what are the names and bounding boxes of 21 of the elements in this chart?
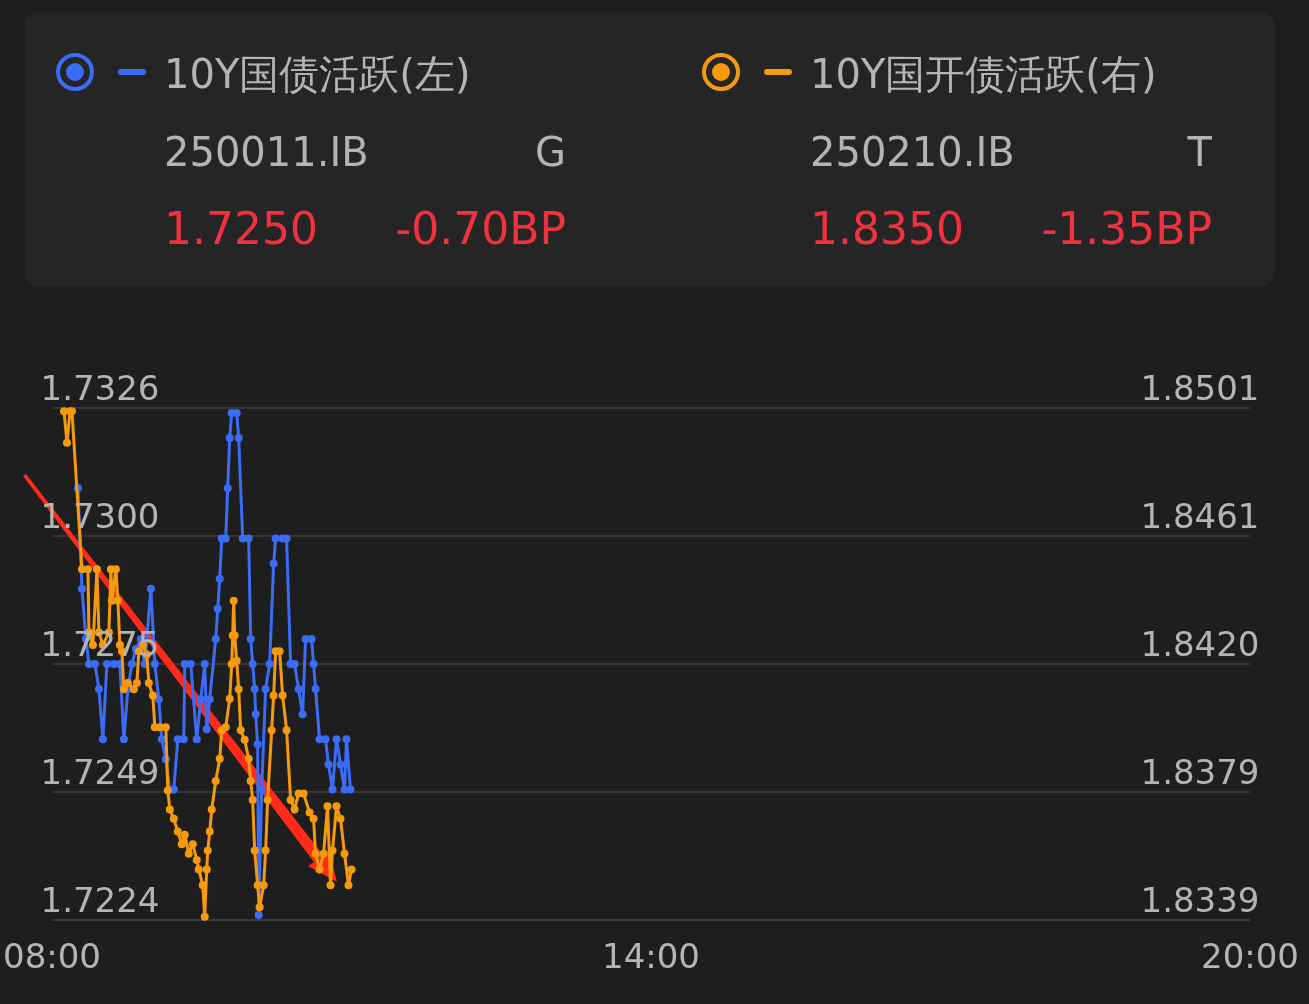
y2-tick-label: 1.8501 (1140, 368, 1260, 408)
y-tick-label: 1.7326 (40, 368, 160, 408)
text: -1.35BP (1041, 203, 1212, 254)
y-tick-label: 1.7224 (40, 880, 160, 920)
text: G (535, 129, 566, 175)
text: -0.70BP (395, 203, 566, 254)
y2-tick-label: 1.8339 (1140, 880, 1260, 920)
text: 1.7250 (164, 203, 318, 254)
x-tick-label: 20:00 (1201, 936, 1299, 976)
y2-tick-label: 1.8420 (1140, 624, 1260, 664)
x-tick-label: 14:00 (602, 936, 700, 976)
text: T (1186, 129, 1213, 175)
y2-tick-label: 1.8461 (1140, 496, 1260, 536)
x-tick-label: 08:00 (3, 936, 101, 976)
text: 250011.IB (164, 129, 369, 175)
text: 1.8350 (810, 203, 964, 254)
legend-label: 10Y国债活跃(左) (164, 51, 471, 97)
text: 250210.IB (810, 129, 1015, 175)
y-tick-label: 1.7249 (40, 752, 160, 792)
legend-label: 10Y国开债活跃(右) (810, 51, 1157, 97)
y2-tick-label: 1.8379 (1140, 752, 1260, 792)
